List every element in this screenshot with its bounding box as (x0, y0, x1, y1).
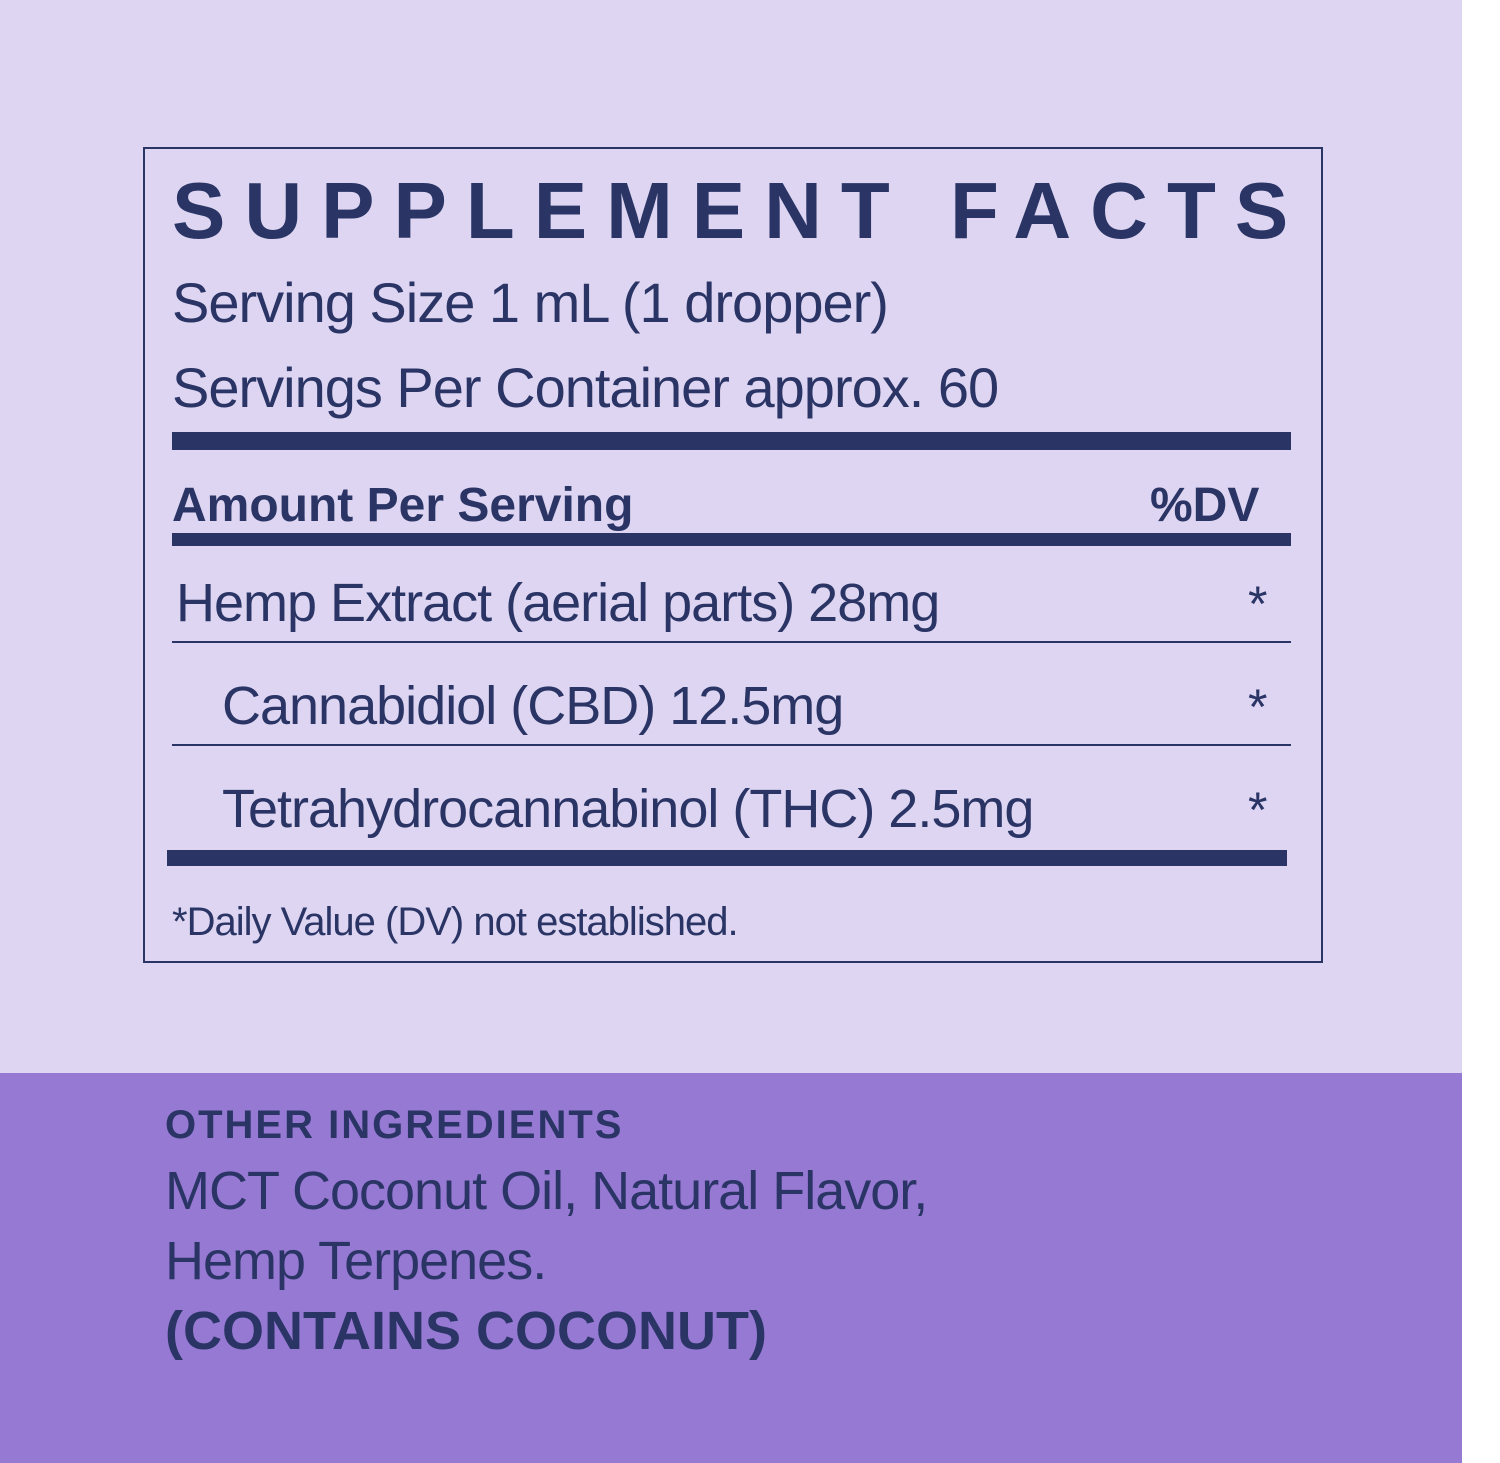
serving-size: Serving Size 1 mL (1 dropper) (172, 271, 889, 334)
servings-per-container: Servings Per Container approx. 60 (172, 356, 999, 419)
row-divider (172, 744, 1291, 746)
supplement-facts-panel (143, 147, 1323, 963)
row-thc-dv: * (1248, 782, 1268, 838)
amount-per-serving-header: Amount Per Serving (172, 479, 634, 532)
row-hemp-extract: Hemp Extract (aerial parts) 28mg (176, 573, 940, 633)
row-divider (172, 641, 1291, 643)
row-hemp-extract-dv: * (1248, 576, 1268, 632)
other-ingredients-band (0, 1073, 1462, 1463)
thick-divider (172, 432, 1291, 450)
thick-divider (167, 850, 1287, 866)
dv-header: %DV (1150, 479, 1260, 532)
panel-title: SUPPLEMENT FACTS (172, 166, 1308, 255)
row-thc: Tetrahydrocannabinol (THC) 2.5mg (222, 779, 1034, 839)
other-ingredients-heading: OTHER INGREDIENTS (165, 1103, 624, 1147)
footnote: *Daily Value (DV) not established. (172, 900, 739, 944)
header-divider (172, 533, 1291, 546)
allergen-statement: (CONTAINS COCONUT) (165, 1301, 767, 1361)
ingredients-line: MCT Coconut Oil, Natural Flavor, (165, 1161, 928, 1221)
row-cbd-dv: * (1248, 679, 1268, 735)
ingredients-line: Hemp Terpenes. (165, 1231, 547, 1291)
row-cbd: Cannabidiol (CBD) 12.5mg (222, 676, 844, 736)
